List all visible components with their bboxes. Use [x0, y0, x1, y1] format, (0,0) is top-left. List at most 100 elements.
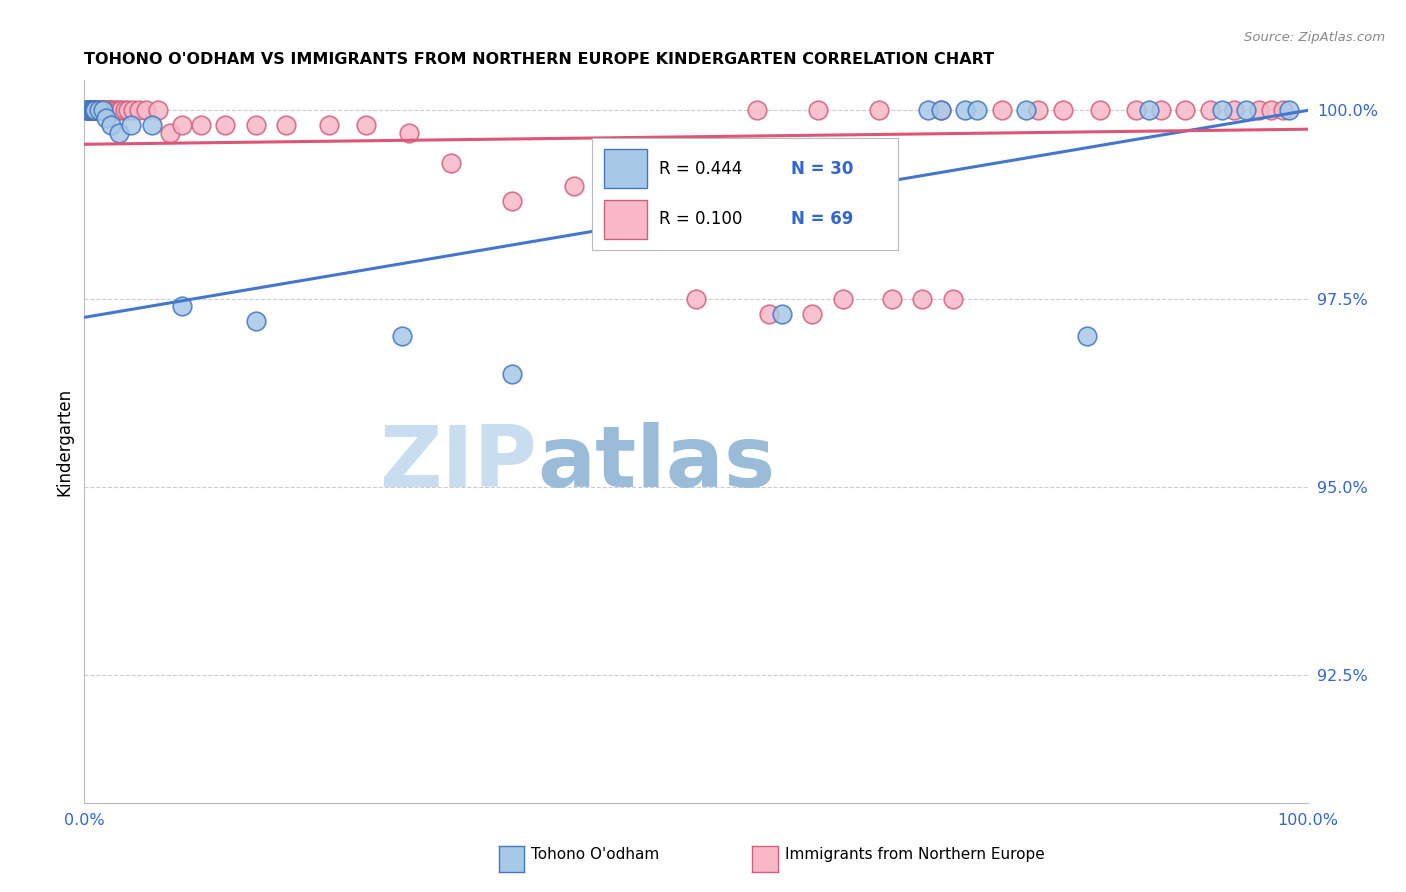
Point [76, 103, 98, 118]
Point [391, 329, 413, 343]
Point [1076, 329, 1098, 343]
Point [929, 103, 952, 118]
Point [90, 103, 112, 118]
Point [86, 103, 108, 118]
Point [562, 178, 585, 193]
Point [831, 292, 853, 306]
Text: N = 30: N = 30 [790, 160, 853, 178]
Point [97, 103, 120, 118]
Point [107, 103, 129, 118]
Text: Source: ZipAtlas.com: Source: ZipAtlas.com [1244, 31, 1385, 45]
Point [93, 103, 115, 118]
Point [128, 103, 150, 118]
Point [120, 119, 142, 133]
Point [172, 299, 194, 313]
Point [83, 103, 105, 118]
Point [94, 103, 117, 118]
Point [1052, 103, 1074, 118]
Point [96, 103, 118, 118]
Point [110, 103, 132, 118]
Point [398, 126, 420, 140]
Bar [605, 200, 647, 239]
Point [172, 119, 194, 133]
Point [1015, 103, 1038, 118]
Point [1236, 103, 1258, 118]
Point [624, 194, 647, 208]
Point [77, 103, 100, 118]
Point [942, 292, 965, 306]
Point [929, 103, 952, 118]
Point [869, 103, 891, 118]
Point [100, 119, 122, 133]
Point [76, 103, 98, 118]
Point [100, 103, 122, 118]
Point [79, 103, 101, 118]
Point [91, 103, 114, 118]
Y-axis label: Kindergarten: Kindergarten [55, 387, 73, 496]
Point [159, 126, 181, 140]
Point [77, 103, 100, 118]
Point [245, 119, 267, 133]
Point [1247, 103, 1270, 118]
Point [1137, 103, 1160, 118]
Point [276, 119, 298, 133]
Point [966, 103, 988, 118]
Point [87, 103, 110, 118]
Point [135, 103, 157, 118]
Point [77, 103, 100, 118]
Point [801, 307, 824, 321]
Point [953, 103, 976, 118]
Point [1088, 103, 1111, 118]
Point [502, 194, 524, 208]
Point [214, 119, 236, 133]
Point [83, 103, 105, 118]
Point [87, 103, 110, 118]
Point [1211, 103, 1233, 118]
Point [1223, 103, 1246, 118]
Point [917, 103, 939, 118]
Point [82, 103, 104, 118]
Point [122, 103, 145, 118]
Point [911, 292, 934, 306]
Point [96, 111, 118, 125]
Point [114, 103, 136, 118]
Point [80, 103, 103, 118]
Point [991, 103, 1014, 118]
Text: Immigrants from Northern Europe: Immigrants from Northern Europe [785, 847, 1045, 862]
Point [1272, 103, 1295, 118]
Point [117, 103, 139, 118]
Point [80, 103, 103, 118]
Point [318, 119, 340, 133]
Point [685, 292, 707, 306]
Point [82, 103, 104, 118]
Point [91, 103, 114, 118]
Point [146, 103, 169, 118]
Point [75, 103, 97, 118]
Point [97, 103, 120, 118]
Text: ZIP: ZIP [380, 422, 537, 505]
Point [1278, 103, 1301, 118]
Point [880, 292, 903, 306]
Point [1028, 103, 1050, 118]
Point [807, 103, 830, 118]
Point [1174, 103, 1197, 118]
Point [354, 119, 377, 133]
Text: TOHONO O'ODHAM VS IMMIGRANTS FROM NORTHERN EUROPE KINDERGARTEN CORRELATION CHART: TOHONO O'ODHAM VS IMMIGRANTS FROM NORTHE… [84, 52, 994, 67]
Point [84, 103, 107, 118]
Point [1150, 103, 1173, 118]
Point [141, 119, 163, 133]
Point [87, 103, 110, 118]
Text: R = 0.444: R = 0.444 [659, 160, 742, 178]
Point [105, 103, 128, 118]
Point [245, 314, 267, 328]
Point [758, 307, 780, 321]
Point [747, 103, 769, 118]
Point [79, 103, 101, 118]
Point [77, 103, 100, 118]
Point [98, 103, 121, 118]
Point [84, 103, 107, 118]
Text: Tohono O'odham: Tohono O'odham [531, 847, 659, 862]
Point [103, 103, 125, 118]
Point [89, 103, 111, 118]
Text: R = 0.100: R = 0.100 [659, 211, 742, 228]
